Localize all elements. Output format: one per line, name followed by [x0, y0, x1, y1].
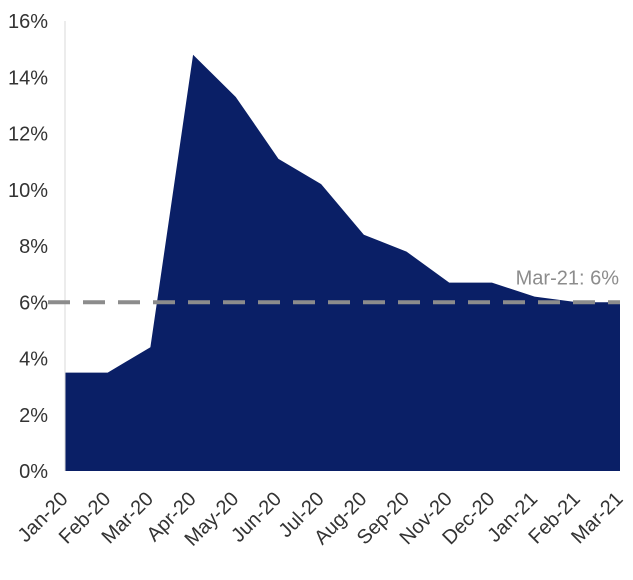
y-tick-label: 4%	[19, 349, 48, 371]
annotations: Mar-21: 6%	[48, 267, 620, 305]
y-tick-label: 6%	[19, 292, 48, 314]
y-tick-label: 2%	[19, 405, 48, 427]
x-axis: Jan-20Feb-20Mar-20Apr-20May-20Jun-20Jul-…	[14, 488, 628, 551]
y-tick-label: 12%	[8, 124, 48, 146]
y-tick-label: 0%	[19, 461, 48, 483]
y-axis: 0% 2% 4% 6% 8% 10% 12% 14% 16%	[8, 11, 48, 483]
y-tick-label: 14%	[8, 67, 48, 89]
area-series	[65, 54, 620, 471]
plot-area	[64, 21, 620, 471]
y-tick-label: 16%	[8, 11, 48, 33]
y-tick-label: 10%	[8, 180, 48, 202]
reference-line-label: Mar-21: 6%	[516, 267, 620, 289]
y-tick-label: 8%	[19, 236, 48, 258]
